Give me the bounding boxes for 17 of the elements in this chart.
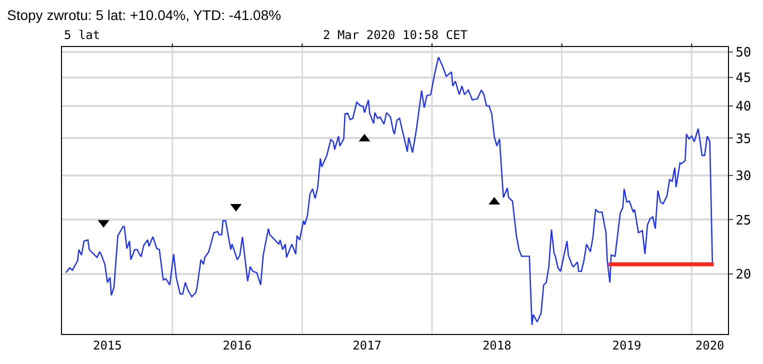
x-tick-label: 2016: [222, 338, 252, 352]
x-tick-label: 2020: [695, 338, 724, 352]
chart-subtitle: 2 Mar 2020 10:58 CET: [323, 28, 468, 42]
chart-title: Stopy zwrotu: 5 lat: +10.04%, YTD: -41.08%: [7, 7, 282, 23]
x-tick-label: 2015: [92, 338, 122, 352]
x-tick-label: 2018: [482, 338, 512, 352]
y-tick-label: 40: [736, 99, 752, 114]
y-tick-label: 35: [736, 132, 752, 147]
y-tick-label: 25: [736, 213, 752, 228]
y-tick-label: 45: [736, 70, 752, 86]
line-series: [65, 56, 714, 326]
text: 5 lat: [64, 28, 100, 42]
x-tick-label: 2017: [352, 338, 382, 352]
x-tick-label: 2019: [612, 338, 642, 352]
y-tick-label: 20: [736, 267, 752, 282]
y-tick-label: 30: [736, 169, 752, 184]
y-tick-label: 50: [736, 45, 752, 60]
